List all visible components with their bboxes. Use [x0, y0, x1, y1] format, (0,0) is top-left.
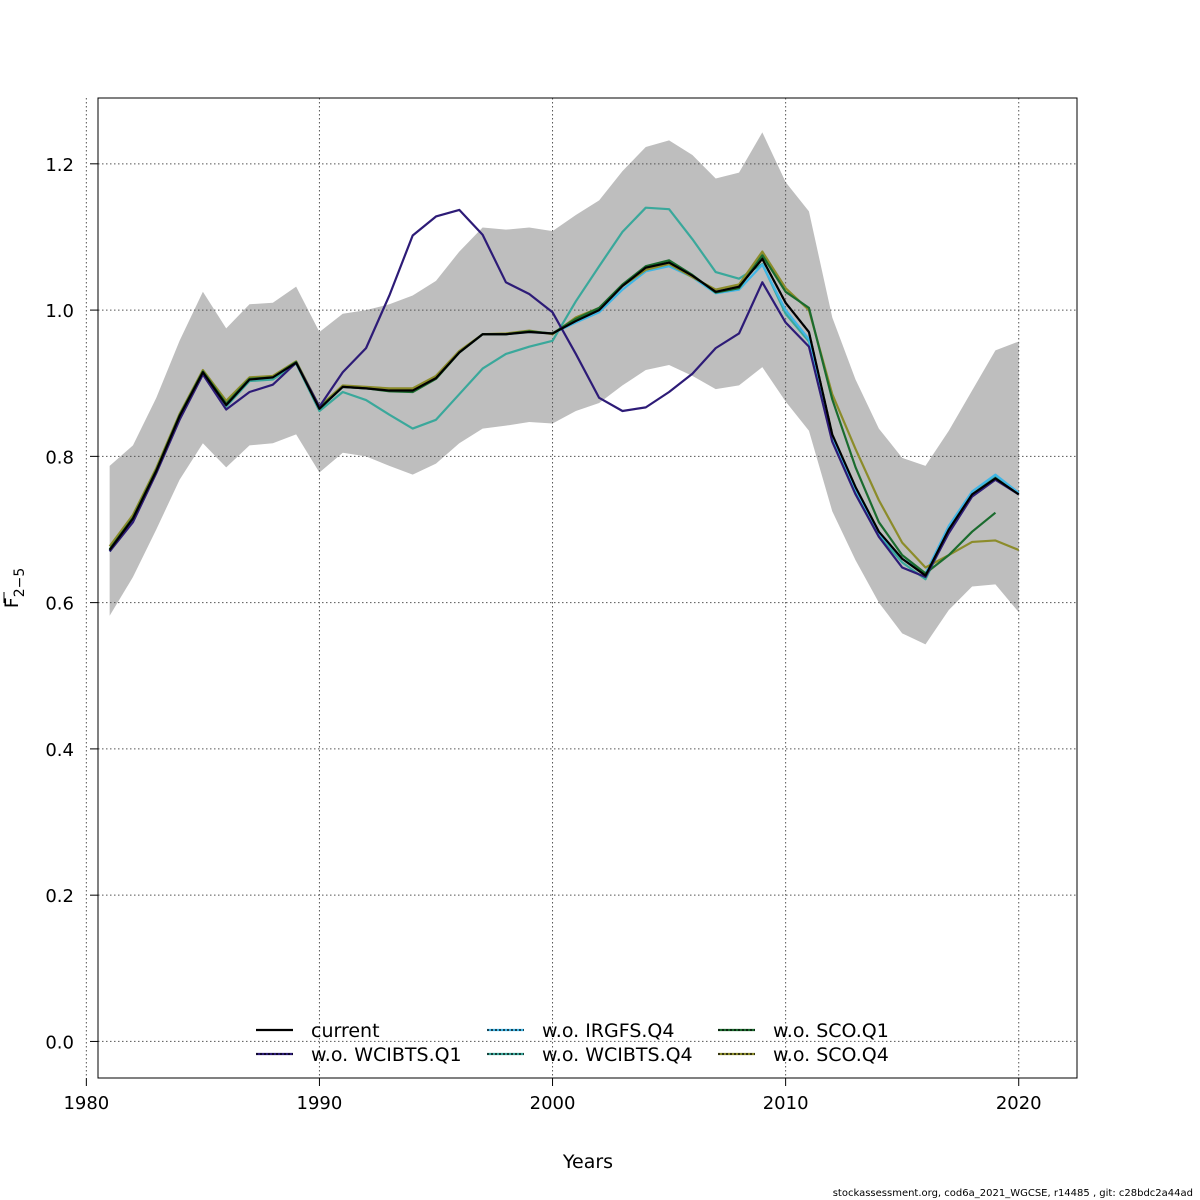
- x-axis-title: Years: [562, 1151, 613, 1173]
- y-tick-label-4: 0.8: [45, 447, 74, 468]
- grid-layer: [85, 98, 1077, 1078]
- x-tick-label-3: 2010: [763, 1093, 809, 1114]
- y-tick-label-6: 1.2: [45, 155, 74, 176]
- x-tick-label-4: 2020: [996, 1093, 1042, 1114]
- series-line-1: [108, 208, 1020, 579]
- legend-label-0: current: [311, 1020, 380, 1042]
- y-tick-label-0: 0.0: [45, 1032, 74, 1053]
- footer-source: stockassessment.org, cod6a_2021_WGCSE, r…: [833, 1188, 1193, 1199]
- plot-frame: [97, 97, 1078, 1079]
- series-layer: [108, 206, 1020, 581]
- legend-label-5: w.o. SCO.Q4: [773, 1044, 889, 1066]
- svg-text:F2−5: F2−5: [1, 568, 28, 608]
- x-tick-label-0: 1980: [63, 1093, 109, 1114]
- legend-label-2: w.o. IRGFS.Q4: [542, 1020, 674, 1042]
- legend-label-3: w.o. WCIBTS.Q4: [542, 1044, 693, 1066]
- legend-label-4: w.o. SCO.Q1: [773, 1020, 889, 1042]
- axis-layer: 1980 1990 2000 2010 2020 0.0 0.2 0.4 0.6 0.8 1.0 1.…: [45, 155, 1041, 1114]
- y-axis-title: F2−5: [1, 568, 28, 608]
- series-line-0: [108, 257, 1020, 577]
- y-tick-label-2: 0.4: [45, 740, 74, 761]
- confidence-band-layer: [109, 132, 1019, 645]
- series-line-current-dashed: [738, 257, 834, 435]
- y-tick-label-3: 0.6: [45, 594, 74, 615]
- confidence-band: [109, 132, 1019, 645]
- legend-label-1: w.o. WCIBTS.Q1: [311, 1044, 462, 1066]
- y-tick-label-1: 0.2: [45, 886, 74, 907]
- y-tick-label-5: 1.0: [45, 301, 74, 322]
- x-tick-label-2: 2000: [530, 1093, 576, 1114]
- x-tick-label-1: 1990: [297, 1093, 343, 1114]
- y-axis-title-main: F: [1, 597, 23, 608]
- y-axis-title-subscript: 2−5: [12, 568, 28, 598]
